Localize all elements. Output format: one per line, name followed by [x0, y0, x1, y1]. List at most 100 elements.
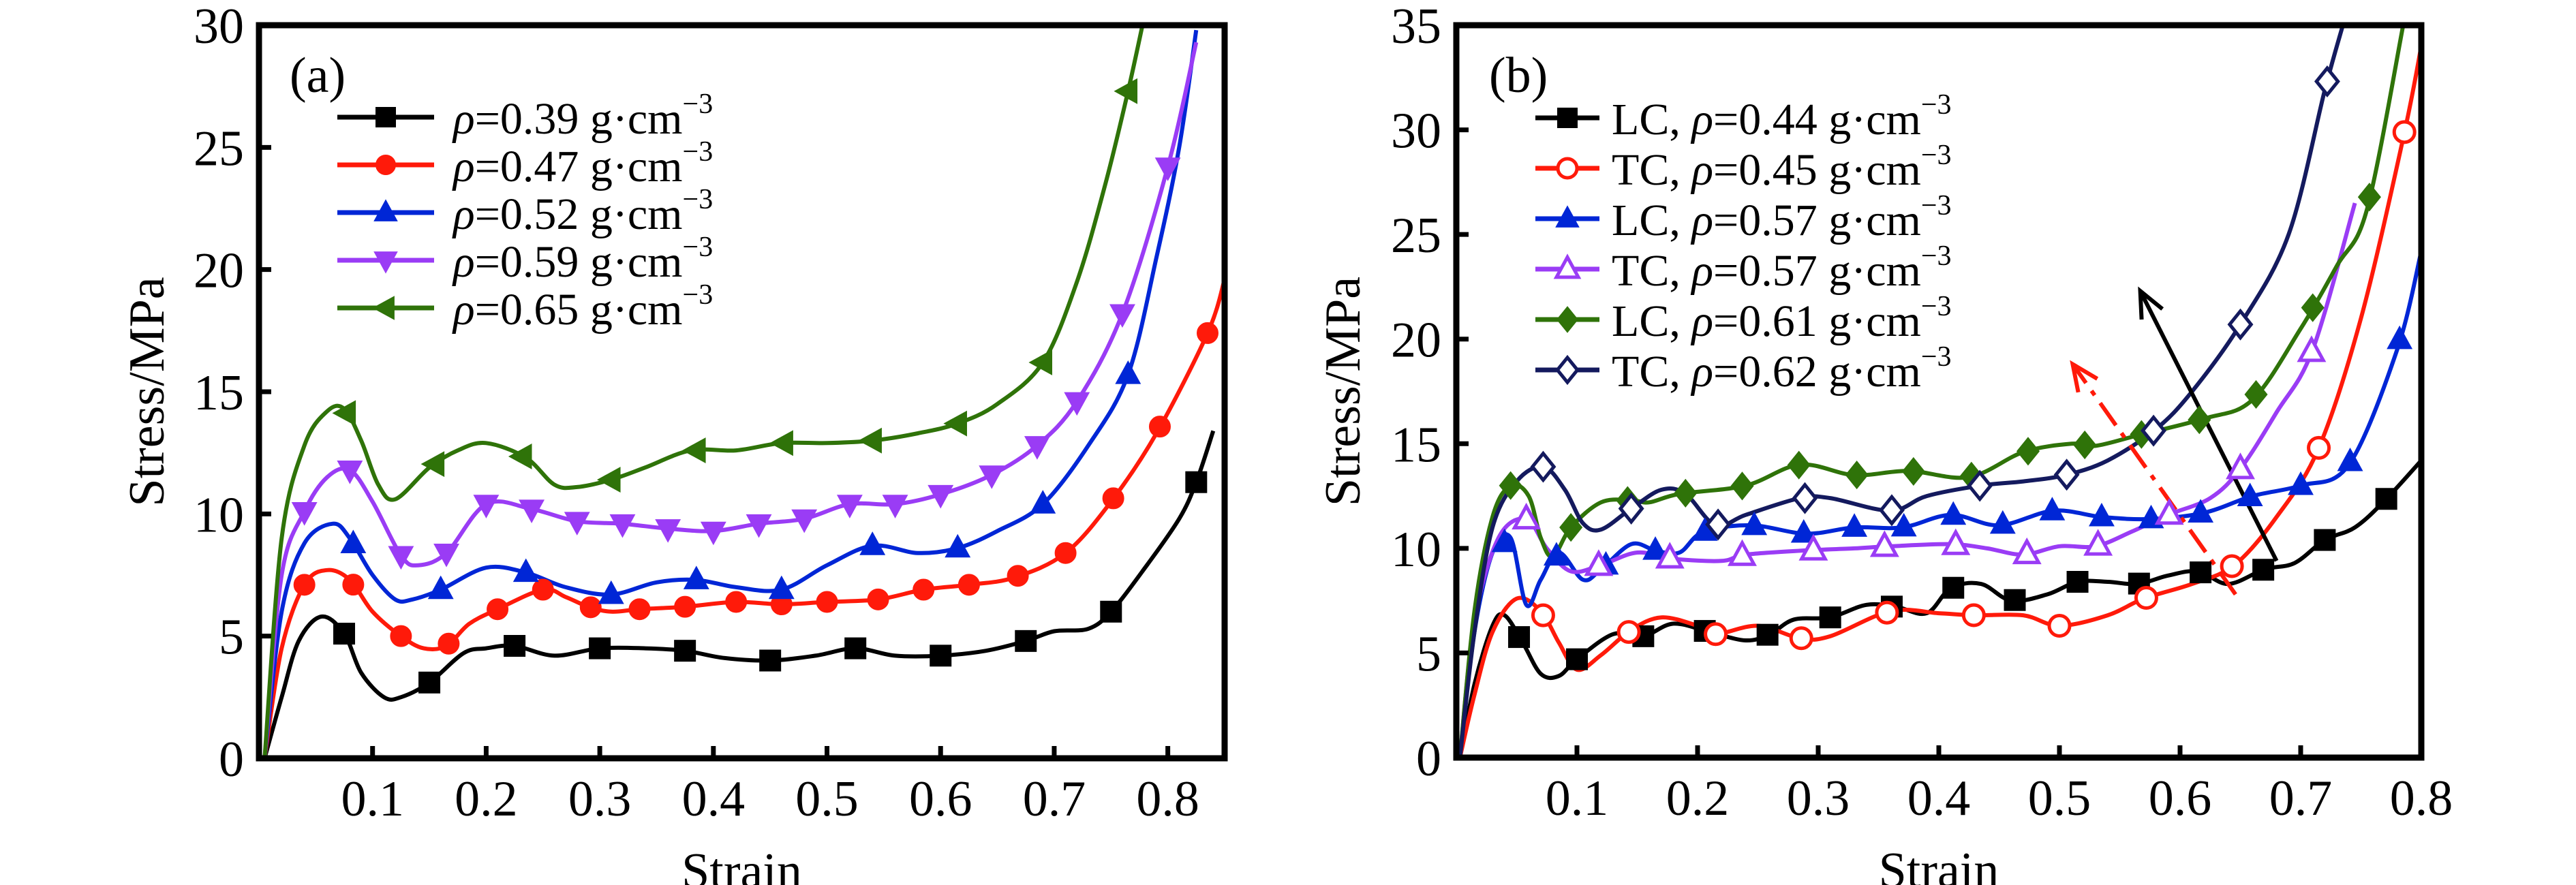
panel-a-label: (a): [290, 48, 346, 104]
series-4-marker: [681, 437, 706, 464]
legend-item: ρ=0.52 g·cm−3: [337, 184, 713, 239]
series-0-marker: [1100, 600, 1122, 623]
panel-b-legend: LC, ρ=0.44 g·cm−3TC, ρ=0.45 g·cm−3LC, ρ=…: [1535, 89, 1952, 397]
series-0-marker: [333, 623, 356, 645]
series-0-marker: [930, 645, 952, 667]
series-3-marker: [1655, 542, 1685, 569]
legend-label: LC, ρ=0.61 g·cm−3: [1612, 291, 1952, 346]
series-3-marker: [700, 521, 726, 546]
series-5-marker: [2314, 65, 2340, 97]
series-2-marker: [1642, 536, 1668, 560]
panel-b-y-axis-title: Stress/MPa: [1315, 277, 1371, 506]
series-2-marker: [2288, 471, 2314, 495]
legend-item: ρ=0.47 g·cm−3: [337, 136, 713, 191]
annotation-arrow-0: [2138, 290, 2279, 562]
legend-marker: [373, 199, 398, 221]
series-1-marker: [2392, 120, 2417, 144]
legend-item: ρ=0.39 g·cm−3: [337, 89, 713, 144]
x-tick-label: 0.8: [2390, 771, 2453, 826]
series-line-3: [262, 42, 1199, 758]
panel-a-x-axis-title: Strain: [681, 843, 802, 885]
panel-a-legend: ρ=0.39 g·cm−3ρ=0.47 g·cm−3ρ=0.52 g·cm−3ρ…: [337, 89, 713, 335]
series-3-marker: [1154, 157, 1181, 181]
series-2-marker: [945, 533, 971, 558]
y-tick-label: 30: [1391, 104, 1441, 159]
series-5-marker: [1530, 450, 1557, 483]
series-0-marker: [418, 671, 441, 694]
series-4-marker: [943, 410, 967, 437]
series-4-marker: [769, 430, 793, 456]
legend-item: ρ=0.59 g·cm−3: [337, 232, 713, 287]
series-4-marker: [1787, 450, 1811, 480]
series-2-marker: [2337, 447, 2363, 471]
series-2-marker: [512, 558, 539, 583]
arrow-head-icon: [2070, 360, 2099, 393]
series-0-marker: [2252, 559, 2275, 581]
x-tick-label: 0.3: [1787, 771, 1850, 826]
series-2-marker: [2387, 325, 2413, 350]
series-0-marker: [1942, 576, 1965, 599]
series-3-marker: [1584, 549, 1614, 576]
legend-marker: [1553, 253, 1582, 279]
series-2-marker: [1940, 501, 1967, 525]
y-tick-label: 0: [1416, 731, 1441, 787]
x-tick-label: 0.5: [795, 771, 859, 827]
series-3-marker: [1109, 304, 1135, 328]
legend-label: TC, ρ=0.45 g·cm−3: [1612, 140, 1952, 195]
panel-a-curves: [262, 25, 1225, 758]
x-tick-label: 0.7: [1023, 771, 1086, 827]
series-4-marker: [1499, 471, 1522, 500]
series-0-marker: [1819, 606, 1841, 629]
series-1-marker: [390, 625, 412, 647]
series-4-marker: [1901, 456, 1925, 486]
series-3-marker: [1869, 530, 1899, 557]
series-4-marker: [1730, 471, 1754, 501]
series-2-marker: [1741, 511, 1768, 535]
series-3-marker: [291, 501, 318, 526]
series-2-marker: [2089, 502, 2115, 527]
series-5-marker: [2141, 414, 2167, 447]
legend-marker: [375, 155, 396, 175]
series-1-marker: [1054, 542, 1077, 564]
series-0-marker: [1015, 630, 1037, 652]
series-1-marker: [725, 591, 748, 613]
series-4-marker: [2073, 430, 2097, 460]
series-3-marker: [609, 514, 636, 538]
x-tick-label: 0.5: [2028, 771, 2091, 826]
series-1-marker: [674, 595, 696, 618]
series-4-marker: [332, 400, 356, 426]
x-tick-label: 0.6: [909, 771, 972, 827]
series-5-marker: [1879, 494, 1905, 527]
series-1-marker: [293, 574, 316, 596]
series-1-marker: [438, 632, 460, 655]
y-tick-label: 5: [219, 610, 244, 666]
y-tick-label: 25: [1391, 208, 1441, 264]
series-1-marker: [2307, 435, 2331, 460]
series-4-marker: [596, 467, 621, 493]
panel-a: 0.1 0.2 0.3 0.4 0.5 0.6 0.7 0.8 0 5 10 15 20 25 30 (a…: [119, 0, 1228, 885]
arrow-head-icon: [2138, 286, 2164, 320]
series-2-marker: [1790, 518, 1817, 543]
series-1-marker: [2134, 585, 2158, 610]
legend-item: ρ=0.65 g·cm−3: [337, 279, 713, 335]
panel-a-markers: [291, 78, 1218, 694]
y-tick-label: 10: [194, 487, 244, 543]
series-3-marker: [791, 509, 818, 533]
legend-item: LC, ρ=0.61 g·cm−3: [1535, 291, 1952, 346]
panel-b-curves: [1458, 25, 2421, 758]
series-4-marker: [1028, 350, 1053, 375]
series-line-1: [262, 279, 1225, 758]
legend-marker: [1555, 354, 1580, 386]
series-line-4: [1458, 25, 2406, 758]
series-1-marker: [1616, 620, 1641, 645]
y-tick-label: 20: [194, 243, 244, 299]
series-1-marker: [1531, 603, 1555, 627]
legend-item: TC, ρ=0.45 g·cm−3: [1535, 140, 1952, 195]
series-0-marker: [1185, 471, 1208, 493]
x-tick-label: 0.6: [2149, 771, 2212, 826]
series-2-marker: [340, 529, 367, 554]
legend-label: TC, ρ=0.62 g·cm−3: [1612, 341, 1952, 397]
series-4-marker: [508, 444, 532, 469]
panel-b-label: (b): [1489, 48, 1548, 104]
panel-b-x-axis: 0.1 0.2 0.3 0.4 0.5 0.6 0.7 0.8: [1546, 745, 2453, 826]
